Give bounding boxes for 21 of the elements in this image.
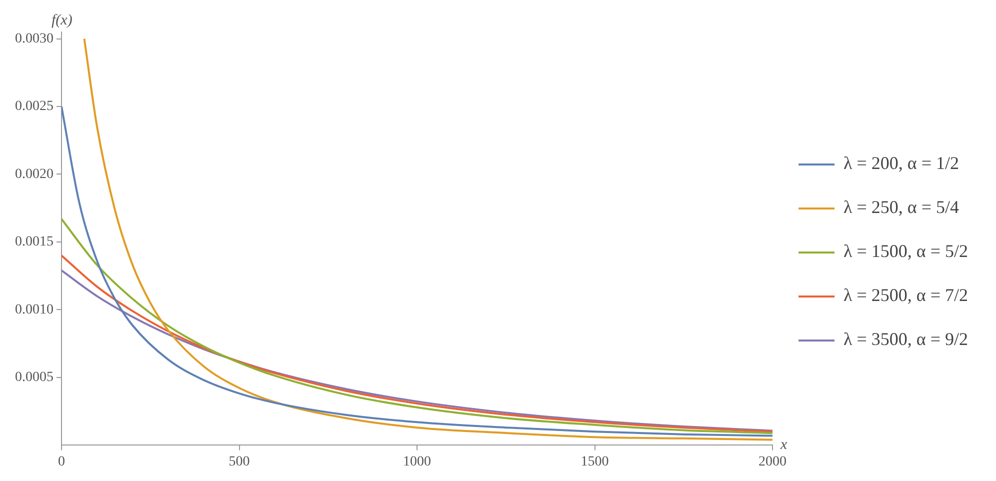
legend-label: λ = 250, α = 5/4 — [844, 197, 960, 218]
line-series — [83, 38, 773, 441]
x-axis-title: x — [780, 437, 788, 454]
y-tick-label: 0.0005 — [15, 370, 54, 386]
y-tick-label: 0.0010 — [15, 302, 54, 318]
legend-label: λ = 2500, α = 7/2 — [844, 285, 968, 306]
x-tick-label: 0 — [58, 454, 65, 470]
y-tick-label: 0.0030 — [15, 31, 54, 46]
x-tick-label: 2000 — [758, 454, 787, 470]
x-tick-label: 1000 — [403, 454, 432, 470]
x-tick-label: 1500 — [580, 454, 609, 470]
y-tick-label: 0.0020 — [15, 166, 54, 182]
legend-label: λ = 3500, α = 9/2 — [844, 329, 968, 350]
legend-label: λ = 200, α = 1/2 — [844, 153, 960, 174]
legend-label: λ = 1500, α = 5/2 — [844, 241, 968, 262]
y-axis-title: f(x) — [52, 12, 72, 28]
y-tick-label: 0.0015 — [15, 234, 54, 250]
x-tick-label: 500 — [228, 454, 250, 470]
y-tick-label: 0.0025 — [15, 99, 54, 114]
line-series — [62, 106, 773, 437]
line-series — [62, 218, 773, 434]
